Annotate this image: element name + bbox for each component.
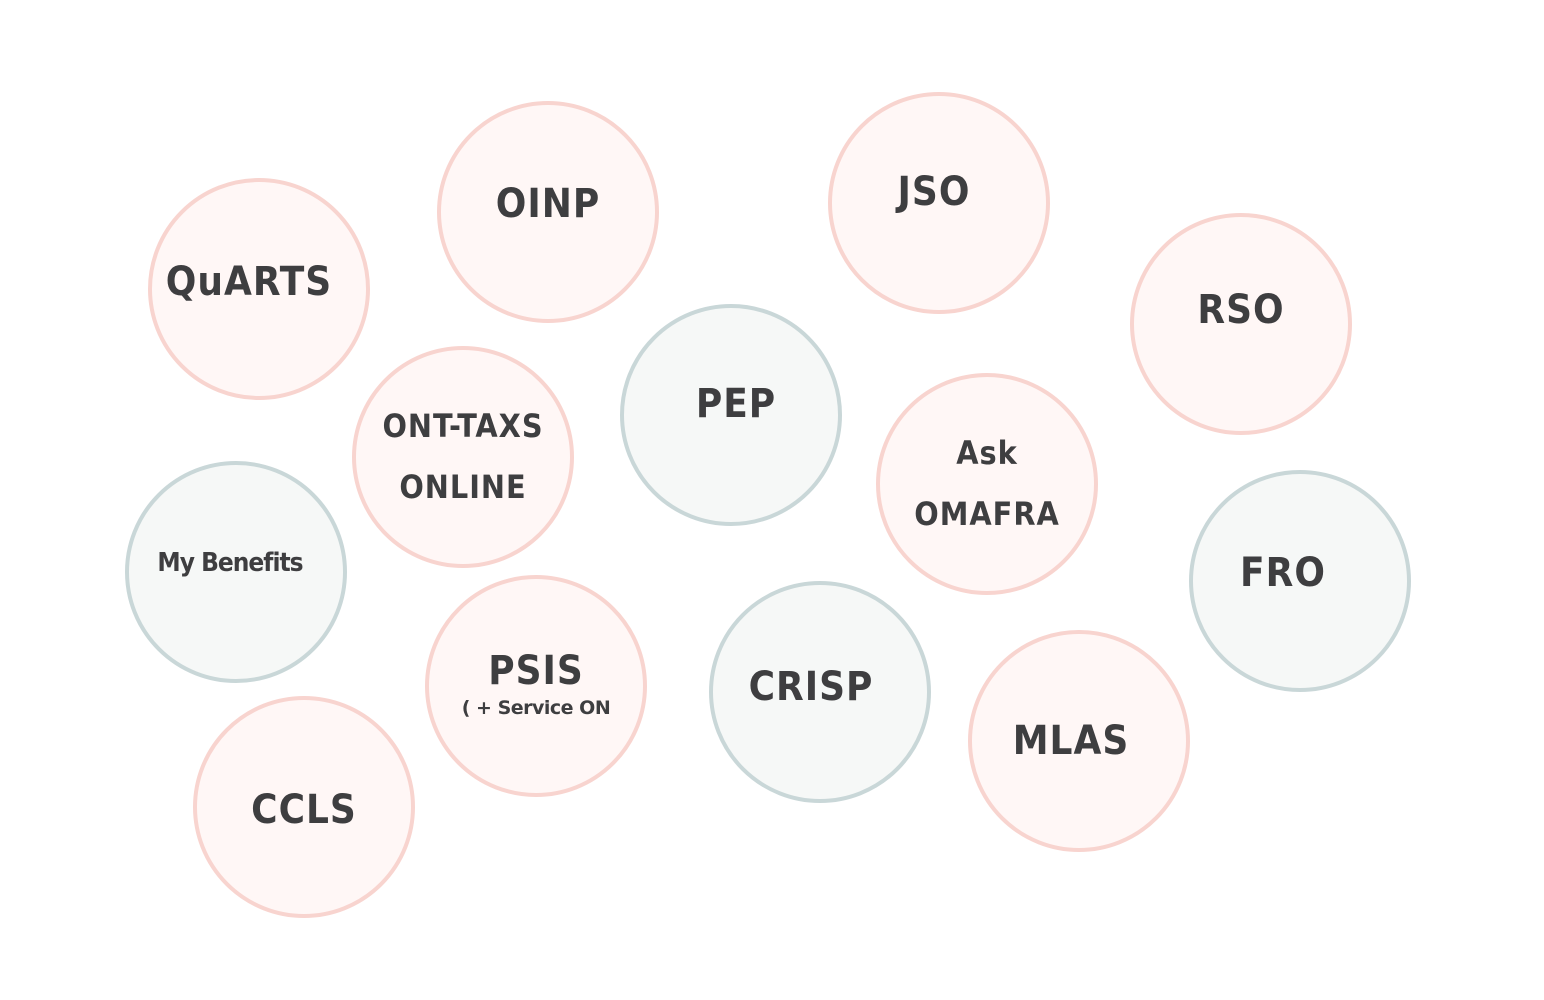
bubble-crisp: CRISP: [709, 581, 931, 803]
bubble-label: CCLS: [251, 787, 357, 833]
bubble-label: Ask: [956, 434, 1018, 473]
bubble-jso: JSO: [828, 92, 1050, 314]
bubble-label-line2: OMAFRA: [914, 495, 1060, 533]
bubble-pep: PEP: [620, 304, 842, 526]
bubble-ask-omafra: Ask OMAFRA: [876, 373, 1098, 595]
bubble-fro: FRO: [1189, 470, 1411, 692]
bubble-ccls: CCLS: [193, 696, 415, 918]
bubble-rso: RSO: [1130, 213, 1352, 435]
bubble-label-line2: ONLINE: [399, 468, 527, 506]
bubble-label: My Benefits: [157, 548, 303, 579]
bubble-ont-tax-online: ONT-TAXS ONLINE: [352, 346, 574, 568]
bubble-label: RSO: [1197, 287, 1285, 333]
bubble-oinp: OINP: [437, 101, 659, 323]
bubble-label: CRISP: [748, 664, 874, 710]
bubble-my-benefits: My Benefits: [125, 461, 347, 683]
bubble-label: JSO: [897, 169, 971, 215]
bubble-quarts: QuARTS: [148, 178, 370, 400]
bubble-label: QuARTS: [165, 259, 333, 305]
bubble-mlas: MLAS: [968, 630, 1190, 852]
bubble-label: FRO: [1240, 550, 1326, 596]
bubble-psis: PSIS ( + Service ON: [425, 575, 647, 797]
bubble-label: MLAS: [1012, 718, 1130, 764]
bubble-label: OINP: [495, 181, 601, 227]
bubble-label: ONT-TAXS: [382, 407, 544, 446]
bubble-label: PSIS: [488, 648, 584, 694]
bubble-sublabel: ( + Service ON: [461, 697, 611, 719]
bubble-label: PEP: [695, 381, 777, 427]
